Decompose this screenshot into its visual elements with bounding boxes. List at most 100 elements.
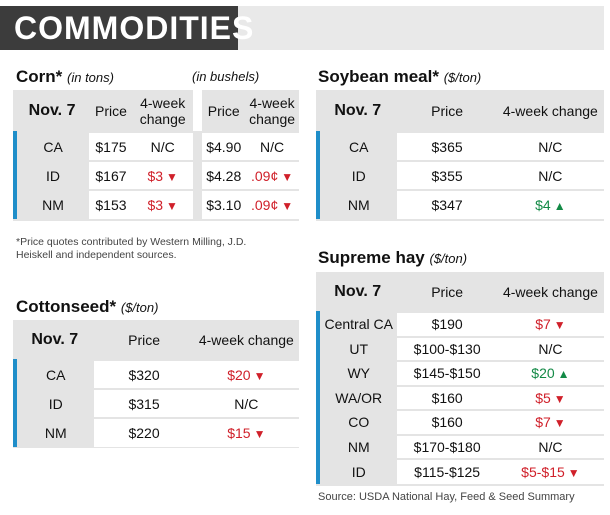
page-title: COMMODITIES <box>0 6 253 50</box>
column-separator <box>192 189 203 219</box>
hay-header-price: Price <box>431 283 464 300</box>
table-row: ID $355 N/C <box>315 160 604 190</box>
row-label: NM <box>12 189 90 219</box>
price-cell: $153 <box>89 189 133 219</box>
row-label: ID <box>315 160 398 190</box>
table-row: Central CA $190 $7 ▼ <box>315 311 604 337</box>
soybean-header-date: Nov. 7 <box>334 101 382 119</box>
table-row: UT $100-$130 N/C <box>315 335 604 361</box>
down-arrow-icon: ▼ <box>553 391 566 406</box>
row-label: ID <box>12 160 90 190</box>
cottonseed-header-date: Nov. 7 <box>31 330 79 348</box>
row-label: NM <box>315 189 398 219</box>
change-cell: $3 ▼ <box>132 160 193 190</box>
price-cell: $365 <box>397 131 497 161</box>
soybean-title: Soybean meal* ($/ton) <box>318 67 482 86</box>
table-row: CA $175 N/C $4.90 N/C <box>12 131 299 161</box>
change-bushels-cell: .09¢ ▼ <box>245 160 299 190</box>
price-cell: $170-$180 <box>397 433 497 459</box>
soybean-table: Nov. 7 Price 4-week change CA $365 N/C ID $3… <box>315 90 604 219</box>
change-value: N/C <box>538 167 563 184</box>
change-value: N/C <box>234 395 259 412</box>
cottonseed-table: Nov. 7 Price 4-week change CA $320 $20 ▼ ID $… <box>12 320 299 447</box>
change-cell: N/C <box>496 433 604 459</box>
change-cell: N/C <box>496 160 604 190</box>
table-row: CA $365 N/C <box>315 131 604 161</box>
banner: COMMODITIES <box>0 6 604 50</box>
price-cell: $220 <box>94 417 194 447</box>
change-value: $3 <box>147 197 164 213</box>
table-row: ID $115-$125 $5-$15 ▼ <box>315 458 604 484</box>
down-arrow-icon: ▼ <box>253 427 266 441</box>
change-value: $3 <box>147 167 164 184</box>
row-label: ID <box>12 388 95 418</box>
price-cell: $355 <box>397 160 497 190</box>
cottonseed-header-price: Price <box>128 331 161 348</box>
table-row: WY $145-$150 $20 ▲ <box>315 360 604 386</box>
cottonseed-title: Cottonseed* ($/ton) <box>16 297 159 316</box>
change-cell: $7 ▼ <box>496 311 604 337</box>
down-arrow-icon: ▼ <box>166 199 178 213</box>
change-cell: N/C <box>496 335 604 361</box>
corn-header-date: Nov. 7 <box>28 101 76 119</box>
table-row: ID $167 $3 ▼ $4.28.09¢ ▼ <box>12 160 299 190</box>
change-value: .09¢ <box>251 167 279 184</box>
change-cell: $5 ▼ <box>496 384 604 410</box>
row-label: WY <box>315 360 398 386</box>
change-bushels-cell: .09¢ ▼ <box>245 189 299 219</box>
soybean-header-price: Price <box>431 102 464 119</box>
change-cell: $20 ▼ <box>193 359 299 389</box>
table-row: ID $315 N/C <box>12 388 299 418</box>
change-value: $20 <box>227 366 251 383</box>
change-bushels-cell: N/C <box>245 131 299 161</box>
down-arrow-icon: ▼ <box>567 465 580 480</box>
source-note: Source: USDA National Hay, Feed & Seed S… <box>318 491 575 503</box>
price-bushels-cell: $4.90 <box>202 131 246 161</box>
row-label: CA <box>12 131 90 161</box>
corn-bushels-unit: (in bushels) <box>192 69 260 84</box>
up-arrow-icon: ▲ <box>557 367 570 382</box>
down-arrow-icon: ▼ <box>253 368 266 383</box>
column-separator <box>192 131 203 161</box>
table-row: NM $170-$180 N/C <box>315 433 604 459</box>
change-value: N/C <box>150 138 175 155</box>
change-cell: $20 ▲ <box>496 360 604 386</box>
corn-header-change-bushels: 4-week change <box>249 94 296 127</box>
price-cell: $145-$150 <box>397 360 497 386</box>
change-value: N/C <box>260 138 285 155</box>
change-cell: $4 ▲ <box>496 189 604 219</box>
up-arrow-icon: ▲ <box>553 199 566 213</box>
change-value: $7 <box>535 316 551 333</box>
change-cell: N/C <box>496 131 604 161</box>
corn-title: Corn* (in tons) <box>16 67 114 86</box>
corn-separator <box>192 90 203 132</box>
price-cell: $347 <box>397 189 497 219</box>
price-cell: $160 <box>397 409 497 435</box>
price-cell: $175 <box>89 131 133 161</box>
price-cell: $320 <box>94 359 194 389</box>
change-value: N/C <box>538 438 563 455</box>
change-cell: $7 ▼ <box>496 409 604 435</box>
table-row: WA/OR $160 $5 ▼ <box>315 384 604 410</box>
change-value: $5-$15 <box>521 463 565 480</box>
hay-title: Supreme hay ($/ton) <box>318 248 468 267</box>
hay-header-change: 4-week change <box>502 283 598 300</box>
price-cell: $190 <box>397 311 497 337</box>
corn-header-change: 4-week change <box>139 94 186 127</box>
table-row: NM $220 $15 ▼ <box>12 417 299 447</box>
table-row: NM $347 $4 ▲ <box>315 189 604 219</box>
row-label: CA <box>12 359 95 389</box>
down-arrow-icon: ▼ <box>553 318 566 333</box>
cottonseed-header-change: 4-week change <box>198 331 294 348</box>
down-arrow-icon: ▼ <box>553 416 566 431</box>
table-row: CO $160 $7 ▼ <box>315 409 604 435</box>
change-value: $5 <box>535 389 551 406</box>
down-arrow-icon: ▼ <box>166 169 178 184</box>
change-cell: $15 ▼ <box>193 417 299 447</box>
hay-table: Nov. 7 Price 4-week change Central CA $19… <box>315 272 604 484</box>
row-label: CO <box>315 409 398 435</box>
table-row: NM $153 $3 ▼ $3.10.09¢ ▼ <box>12 189 299 219</box>
row-label: WA/OR <box>315 384 398 410</box>
change-cell: N/C <box>193 388 299 418</box>
change-value: $7 <box>535 414 551 431</box>
